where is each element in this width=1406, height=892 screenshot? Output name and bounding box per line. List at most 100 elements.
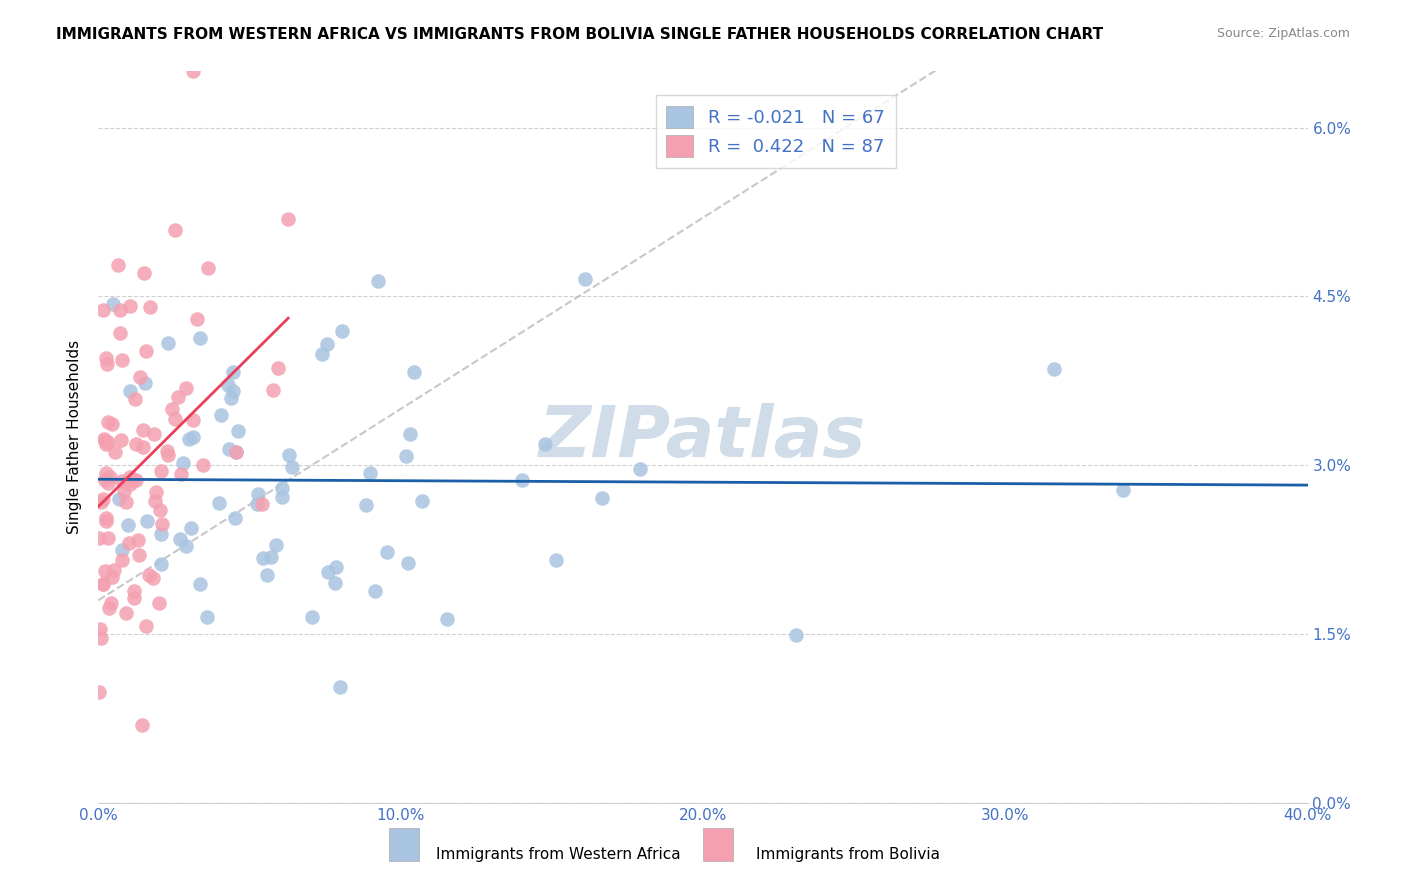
Point xyxy=(181,413,204,427)
Point xyxy=(148,596,170,610)
Point xyxy=(104,444,127,458)
Point xyxy=(149,557,172,571)
Point xyxy=(96,514,118,528)
Point xyxy=(93,576,115,591)
Point xyxy=(195,610,218,624)
Point xyxy=(277,448,299,462)
Point xyxy=(262,383,284,397)
Point xyxy=(91,492,114,507)
Point xyxy=(150,517,173,532)
Point xyxy=(546,553,568,567)
Point xyxy=(252,551,274,566)
Point xyxy=(193,458,215,472)
Point xyxy=(135,619,157,633)
Point xyxy=(97,434,120,449)
Point xyxy=(94,351,117,365)
Text: Immigrants from Bolivia: Immigrants from Bolivia xyxy=(756,847,941,862)
Point xyxy=(181,430,204,444)
Point xyxy=(246,487,269,501)
Point xyxy=(94,434,117,449)
Point xyxy=(138,568,160,582)
Point xyxy=(115,495,138,509)
Point xyxy=(167,390,190,404)
Point xyxy=(188,577,211,591)
Text: IMMIGRANTS FROM WESTERN AFRICA VS IMMIGRANTS FROM BOLIVIA SINGLE FATHER HOUSEHOL: IMMIGRANTS FROM WESTERN AFRICA VS IMMIGR… xyxy=(56,27,1104,42)
Point xyxy=(316,565,339,579)
Point xyxy=(117,517,139,532)
Point xyxy=(89,632,111,646)
Point xyxy=(149,465,172,479)
Point xyxy=(108,492,131,507)
Point xyxy=(359,466,381,480)
Point xyxy=(411,493,433,508)
Point xyxy=(94,473,117,487)
Point xyxy=(170,467,193,481)
Point xyxy=(226,424,249,438)
Point xyxy=(225,444,247,458)
Point xyxy=(93,432,115,446)
Point xyxy=(301,610,323,624)
Point xyxy=(222,365,245,379)
Point xyxy=(94,466,117,480)
Point xyxy=(534,437,557,451)
Point xyxy=(250,497,273,511)
Point xyxy=(181,64,204,78)
Point xyxy=(217,378,239,392)
Point xyxy=(330,324,353,338)
Point xyxy=(138,300,160,314)
Point xyxy=(127,533,149,547)
Point xyxy=(354,498,377,512)
Point xyxy=(145,485,167,500)
Legend: R = -0.021   N = 67, R =  0.422   N = 87: R = -0.021 N = 67, R = 0.422 N = 87 xyxy=(655,95,896,168)
Point xyxy=(246,497,269,511)
Point xyxy=(256,567,278,582)
Point xyxy=(111,553,134,567)
Point xyxy=(87,531,110,545)
Point xyxy=(120,477,142,491)
Point xyxy=(96,511,118,525)
Point xyxy=(122,591,145,605)
Point xyxy=(128,549,150,563)
Point xyxy=(156,443,179,458)
Point xyxy=(125,473,148,487)
Y-axis label: Single Father Households: Single Father Households xyxy=(67,340,83,534)
Point xyxy=(89,622,111,636)
Point xyxy=(111,474,134,488)
Point xyxy=(225,444,247,458)
Point xyxy=(108,326,131,340)
Point xyxy=(118,384,141,398)
Point xyxy=(132,440,155,454)
Point xyxy=(110,433,132,447)
Point xyxy=(98,470,121,484)
Point xyxy=(97,531,120,545)
Point xyxy=(122,473,145,487)
Point xyxy=(270,481,292,495)
Point xyxy=(221,384,243,399)
Point xyxy=(103,563,125,577)
Point xyxy=(186,311,208,326)
Point xyxy=(91,576,114,591)
Point xyxy=(404,365,426,379)
Point xyxy=(142,427,165,442)
Point xyxy=(93,564,115,578)
Point xyxy=(271,490,294,504)
Point xyxy=(115,607,138,621)
Point xyxy=(107,258,129,272)
Point xyxy=(323,575,346,590)
Point xyxy=(97,415,120,429)
Point xyxy=(136,514,159,528)
Point xyxy=(375,545,398,559)
Point xyxy=(162,402,184,417)
Point xyxy=(134,376,156,391)
Point xyxy=(176,381,198,395)
Point xyxy=(165,223,187,237)
FancyBboxPatch shape xyxy=(388,829,419,862)
Point xyxy=(221,391,243,405)
Point xyxy=(172,457,194,471)
Point xyxy=(101,417,124,431)
Point xyxy=(94,437,117,451)
Point xyxy=(510,473,533,487)
Point xyxy=(177,432,200,446)
Point xyxy=(103,296,125,310)
Point xyxy=(163,412,186,426)
